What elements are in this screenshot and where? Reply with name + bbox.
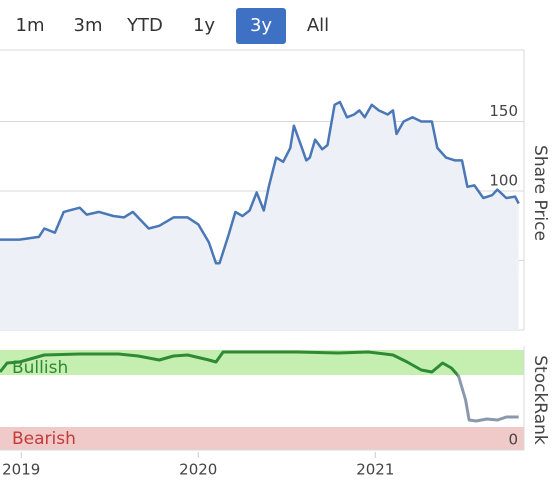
range-button[interactable]: All: [307, 15, 329, 36]
x-tick-label: 2019: [2, 461, 40, 479]
y-tick-label: 150: [489, 102, 518, 120]
y-tick-label: 100: [489, 172, 518, 190]
x-tick-label: 2020: [179, 461, 217, 479]
area: [0, 102, 519, 330]
band-label: Bearish: [12, 429, 76, 449]
band-label: Bullish: [12, 358, 68, 378]
range-button[interactable]: 1y: [193, 15, 215, 36]
range-button[interactable]: YTD: [126, 15, 163, 36]
range-button[interactable]: 3m: [74, 15, 103, 36]
range-button[interactable]: 3y: [250, 15, 272, 36]
line: [0, 350, 519, 423]
line: [0, 100, 520, 265]
y-axis-title: Share Price: [530, 145, 550, 241]
range-button[interactable]: 1m: [16, 15, 45, 36]
range-button-bg[interactable]: [236, 8, 286, 44]
band: [0, 427, 524, 450]
y-tick-label: 0: [508, 431, 518, 449]
y-axis-title: StockRank: [530, 355, 550, 445]
x-tick-label: 2021: [356, 461, 394, 479]
